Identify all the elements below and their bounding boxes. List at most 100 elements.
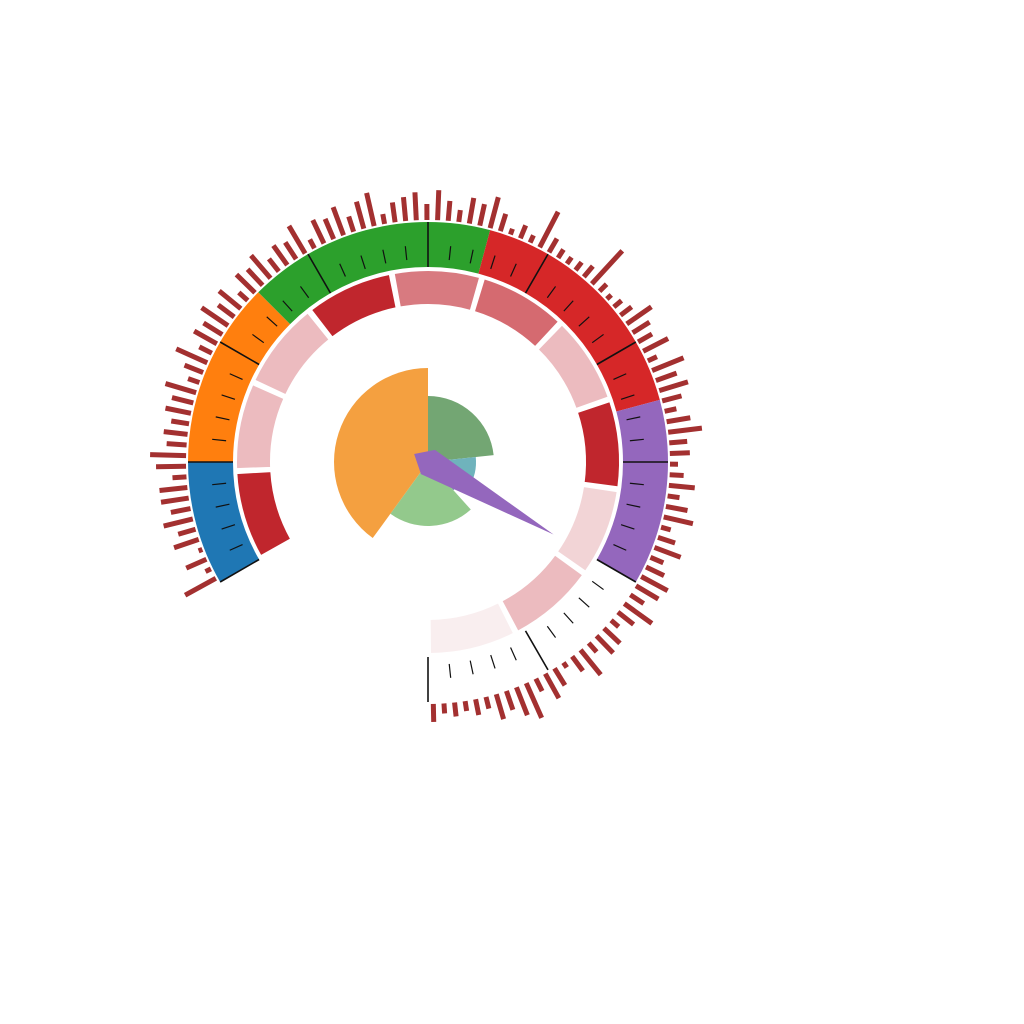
spike-bar xyxy=(452,702,459,717)
ring-segment xyxy=(536,323,611,411)
spike-bar xyxy=(514,686,530,717)
spike-bar xyxy=(445,200,453,222)
spike-bar xyxy=(561,661,569,669)
spike-bar xyxy=(668,482,695,491)
minor-tick xyxy=(563,612,574,624)
spike-bar xyxy=(163,429,188,437)
minor-tick xyxy=(626,503,641,508)
spike-bar xyxy=(657,535,676,546)
minor-tick xyxy=(266,316,278,327)
gauge-band xyxy=(596,399,668,582)
spike-bar xyxy=(628,592,646,606)
spike-bar xyxy=(380,213,388,225)
spike-bar xyxy=(310,218,327,245)
spike-bar xyxy=(552,667,568,687)
major-tick xyxy=(596,341,637,366)
spike-bar xyxy=(570,654,585,673)
major-tick xyxy=(596,558,637,583)
gauge-ticks xyxy=(188,222,668,702)
spike-bar xyxy=(245,267,265,288)
spike-bar xyxy=(175,346,209,366)
polar-wedge xyxy=(390,462,471,526)
spike-bar xyxy=(170,418,190,427)
minor-tick xyxy=(382,249,387,264)
spike-bar xyxy=(642,336,670,354)
spike-bar xyxy=(533,677,545,693)
minor-tick xyxy=(229,544,243,551)
spike-bar xyxy=(667,425,703,435)
spike-bar xyxy=(523,682,544,719)
minor-tick xyxy=(490,255,496,270)
spike-bar xyxy=(163,516,194,529)
minor-tick xyxy=(229,373,243,380)
spike-bar xyxy=(171,395,194,406)
minor-tick xyxy=(212,438,227,442)
ring-segment xyxy=(235,470,293,558)
minor-tick xyxy=(510,647,517,661)
spike-bar xyxy=(249,253,273,280)
spike-bar xyxy=(586,641,599,654)
spike-bar xyxy=(504,690,516,711)
spike-bar xyxy=(164,381,197,396)
spike-bar xyxy=(518,224,529,240)
spike-bar xyxy=(187,376,201,385)
spike-bar xyxy=(353,201,367,230)
inner-ring xyxy=(235,269,621,656)
ring-segment xyxy=(309,272,398,339)
spike-bar xyxy=(217,288,243,311)
ring-segment xyxy=(235,382,286,471)
spike-bar xyxy=(669,472,684,479)
ring-segment xyxy=(472,277,561,349)
spike-bar xyxy=(200,305,230,328)
spike-bar xyxy=(183,576,218,598)
needle-layer xyxy=(414,449,554,535)
gauge-band xyxy=(188,292,291,462)
spike-bar xyxy=(286,224,308,255)
spike-bar xyxy=(589,249,625,286)
spike-bar xyxy=(400,196,409,222)
spike-bar xyxy=(483,696,492,710)
spike-bar xyxy=(204,566,213,574)
spike-bar xyxy=(564,255,574,266)
minor-tick xyxy=(620,524,635,530)
spike-bar xyxy=(618,304,634,318)
spike-bar xyxy=(198,344,213,356)
gauge-band xyxy=(478,230,660,412)
spike-bar xyxy=(164,405,192,416)
spike-bar xyxy=(634,583,660,602)
gauge-band xyxy=(428,559,636,702)
spike-bar xyxy=(497,213,509,232)
spike-bar xyxy=(283,240,299,261)
gauge-bands xyxy=(188,221,668,702)
ring-segment xyxy=(555,484,619,574)
major-tick xyxy=(524,253,549,294)
spike-bar xyxy=(602,626,622,646)
spike-bar xyxy=(666,415,691,425)
major-tick xyxy=(524,630,549,671)
minor-tick xyxy=(578,597,590,608)
minor-tick xyxy=(510,263,517,277)
spike-bar xyxy=(660,524,672,533)
spike-bar xyxy=(266,257,281,274)
spike-bar xyxy=(177,526,197,537)
ring-segment xyxy=(252,310,332,397)
minor-tick xyxy=(252,333,265,344)
spike-bar xyxy=(653,545,682,560)
spike-bar xyxy=(669,438,688,446)
spike-bar xyxy=(346,215,357,233)
spike-bar xyxy=(655,370,678,383)
spike-bar xyxy=(594,633,615,655)
minor-tick xyxy=(626,416,641,421)
gauge-band xyxy=(258,221,491,325)
minor-tick xyxy=(221,524,236,530)
minor-tick xyxy=(591,580,604,591)
major-tick xyxy=(307,253,332,294)
spike-bar xyxy=(508,227,515,236)
spike-bar xyxy=(159,485,188,493)
polar-wedges xyxy=(334,367,494,539)
spike-bar xyxy=(546,237,560,254)
spike-bar xyxy=(527,234,536,244)
spike-bar xyxy=(234,272,257,295)
minor-tick xyxy=(591,333,604,344)
